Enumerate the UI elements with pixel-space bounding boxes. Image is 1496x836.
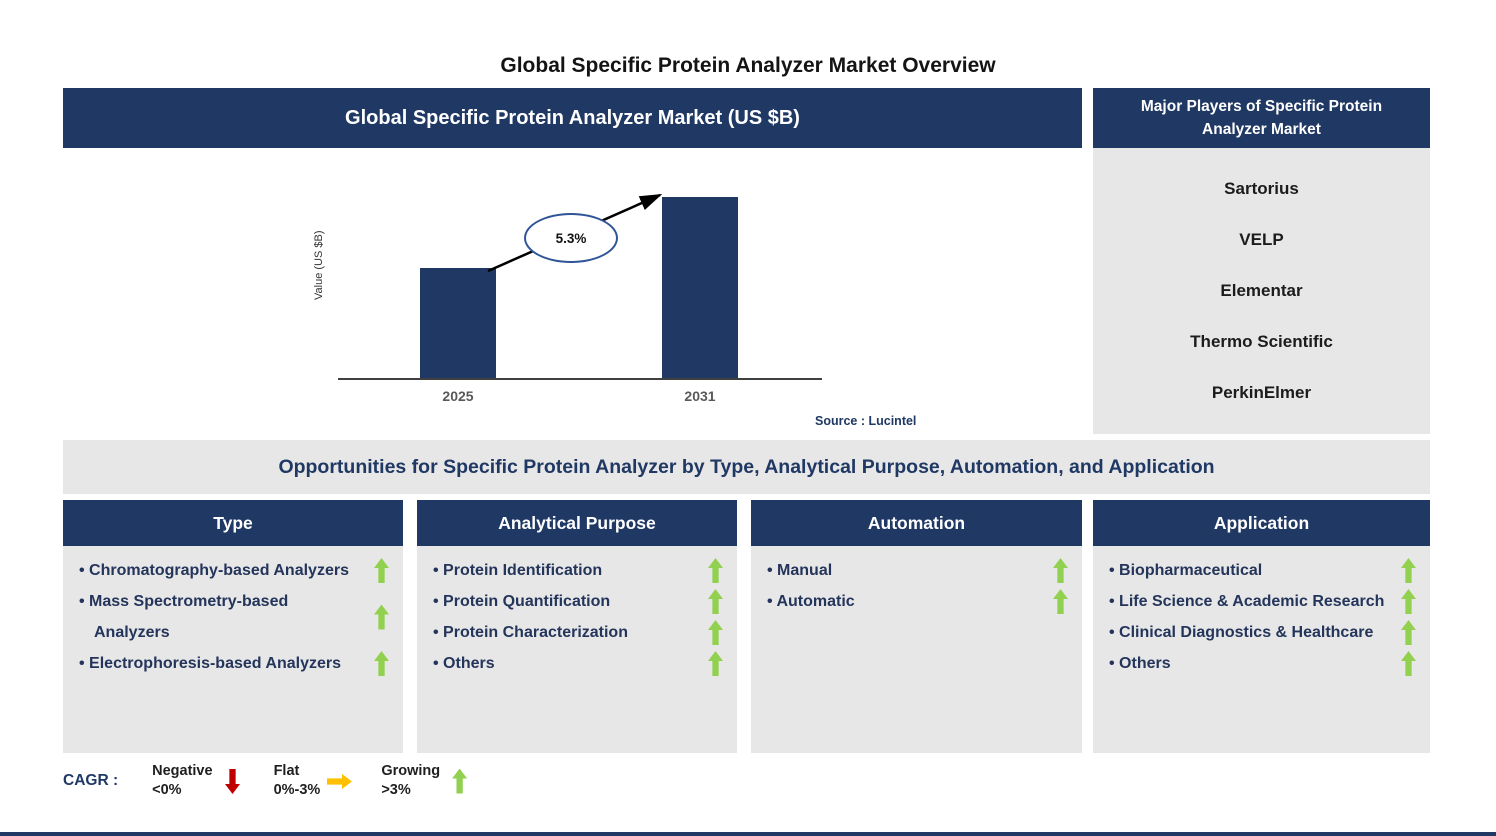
item-label: Life Science & Academic Research (1109, 586, 1393, 617)
list-item: Protein Quantification (433, 586, 723, 617)
legend-range: >3% (381, 782, 411, 798)
x-tick-2025: 2025 (442, 388, 474, 404)
legend-text: Flat 0%-3% (274, 762, 321, 800)
column-body: Protein Identification Protein Quantific… (417, 546, 737, 753)
item-label: Chromatography-based Analyzers (79, 555, 366, 586)
item-label: Others (1109, 648, 1393, 679)
list-item: Electrophoresis-based Analyzers (79, 648, 389, 679)
opportunity-column-automation: Automation Manual Automatic (751, 500, 1082, 753)
list-item: Others (1109, 648, 1416, 679)
list-item: Automatic (767, 586, 1068, 617)
growing-up-arrow-icon (1401, 558, 1416, 583)
growing-up-arrow-icon (1401, 589, 1416, 614)
bar-2031 (662, 197, 738, 378)
growing-up-arrow-icon (374, 558, 389, 583)
list-item: Clinical Diagnostics & Healthcare (1109, 617, 1416, 648)
item-label: Others (433, 648, 700, 679)
opportunity-column-type: Type Chromatography-based Analyzers Mass… (63, 500, 403, 753)
growing-up-arrow-icon (452, 768, 468, 794)
growing-up-arrow-icon (374, 651, 389, 676)
legend-item-growing: Growing >3% (381, 762, 468, 800)
legend-item-negative: Negative <0% (152, 762, 239, 800)
column-body: Manual Automatic (751, 546, 1082, 753)
list-item: Protein Characterization (433, 617, 723, 648)
legend-text: Growing >3% (381, 762, 440, 800)
list-item: PerkinElmer (1211, 382, 1312, 402)
market-bar-chart: Value (US $B) 5.3% 2025 2031 Source : Lu… (63, 148, 1082, 434)
growing-up-arrow-icon (1053, 589, 1068, 614)
bar-2025 (420, 268, 496, 378)
growing-up-arrow-icon (708, 651, 723, 676)
list-item: Mass Spectrometry-based Analyzers (79, 586, 389, 648)
growing-up-arrow-icon (1053, 558, 1068, 583)
column-body: Biopharmaceutical Life Science & Academi… (1093, 546, 1430, 753)
legend-name: Flat (273, 763, 300, 779)
x-tick-2031: 2031 (684, 388, 716, 404)
list-item: Biopharmaceutical (1109, 555, 1416, 586)
major-players-list: Sartorius VELP Elementar Thermo Scientif… (1093, 148, 1430, 434)
list-item: Thermo Scientific (1190, 331, 1333, 351)
cagr-annotation-oval: 5.3% (524, 213, 618, 263)
legend-range: 0%-3% (273, 782, 321, 798)
list-item: Protein Identification (433, 555, 723, 586)
opportunity-column-analytical-purpose: Analytical Purpose Protein Identificatio… (417, 500, 737, 753)
opportunities-banner: Opportunities for Specific Protein Analy… (63, 440, 1430, 494)
list-item: Elementar (1220, 280, 1303, 300)
item-label: Protein Quantification (433, 586, 700, 617)
list-item: Manual (767, 555, 1068, 586)
legend-name: Growing (381, 763, 441, 779)
flat-right-arrow-icon (327, 774, 352, 789)
legend-title: CAGR : (63, 772, 119, 789)
growing-up-arrow-icon (374, 604, 389, 630)
growing-up-arrow-icon (708, 558, 723, 583)
list-item: Sartorius (1224, 179, 1299, 199)
column-header: Application (1093, 500, 1430, 546)
growth-trend-arrow-icon (487, 193, 663, 273)
column-header: Automation (751, 500, 1082, 546)
growing-up-arrow-icon (708, 589, 723, 614)
plot-area: 5.3% (338, 168, 822, 380)
negative-down-arrow-icon (225, 769, 240, 794)
legend-item-flat: Flat 0%-3% (274, 762, 348, 800)
legend-name: Negative (152, 763, 213, 779)
item-label: Clinical Diagnostics & Healthcare (1109, 617, 1393, 648)
growing-up-arrow-icon (1401, 620, 1416, 645)
column-body: Chromatography-based Analyzers Mass Spec… (63, 546, 403, 753)
legend-range: <0% (152, 782, 182, 798)
page-title: Global Specific Protein Analyzer Market … (500, 54, 996, 77)
item-label: Electrophoresis-based Analyzers (79, 648, 366, 679)
opportunity-column-application: Application Biopharmaceutical Life Scien… (1093, 500, 1430, 753)
y-axis-label: Value (US $B) (313, 230, 325, 301)
item-label: Biopharmaceutical (1109, 555, 1393, 586)
column-header: Analytical Purpose (417, 500, 737, 546)
column-header: Type (63, 500, 403, 546)
item-label: Protein Identification (433, 555, 700, 586)
major-players-header: Major Players of Specific Protein Analyz… (1093, 88, 1430, 148)
list-item: Chromatography-based Analyzers (79, 555, 389, 586)
list-item: Life Science & Academic Research (1109, 586, 1416, 617)
source-note: Source : Lucintel (815, 414, 917, 428)
cagr-legend: CAGR : Negative <0% Flat 0%-3% Growing >… (63, 762, 501, 800)
list-item: VELP (1239, 230, 1284, 250)
chart-section-header: Global Specific Protein Analyzer Market … (63, 88, 1082, 148)
item-label: Protein Characterization (433, 617, 700, 648)
bottom-border-strip (0, 832, 1496, 836)
growing-up-arrow-icon (708, 620, 723, 645)
item-label: Manual (767, 555, 1045, 586)
item-label: Automatic (767, 586, 1045, 617)
item-label: Mass Spectrometry-based Analyzers (79, 586, 366, 648)
legend-text: Negative <0% (152, 762, 212, 800)
growing-up-arrow-icon (1401, 651, 1416, 676)
list-item: Others (433, 648, 723, 679)
